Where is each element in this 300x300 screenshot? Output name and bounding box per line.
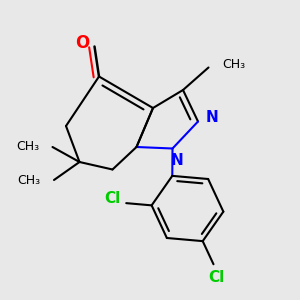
Text: Cl: Cl: [208, 270, 225, 285]
Text: Cl: Cl: [105, 191, 121, 206]
Text: CH₃: CH₃: [17, 173, 41, 187]
Text: CH₃: CH₃: [222, 58, 245, 71]
Text: CH₃: CH₃: [16, 140, 39, 154]
Text: N: N: [171, 153, 183, 168]
Text: O: O: [75, 34, 90, 52]
Text: N: N: [205, 110, 218, 124]
